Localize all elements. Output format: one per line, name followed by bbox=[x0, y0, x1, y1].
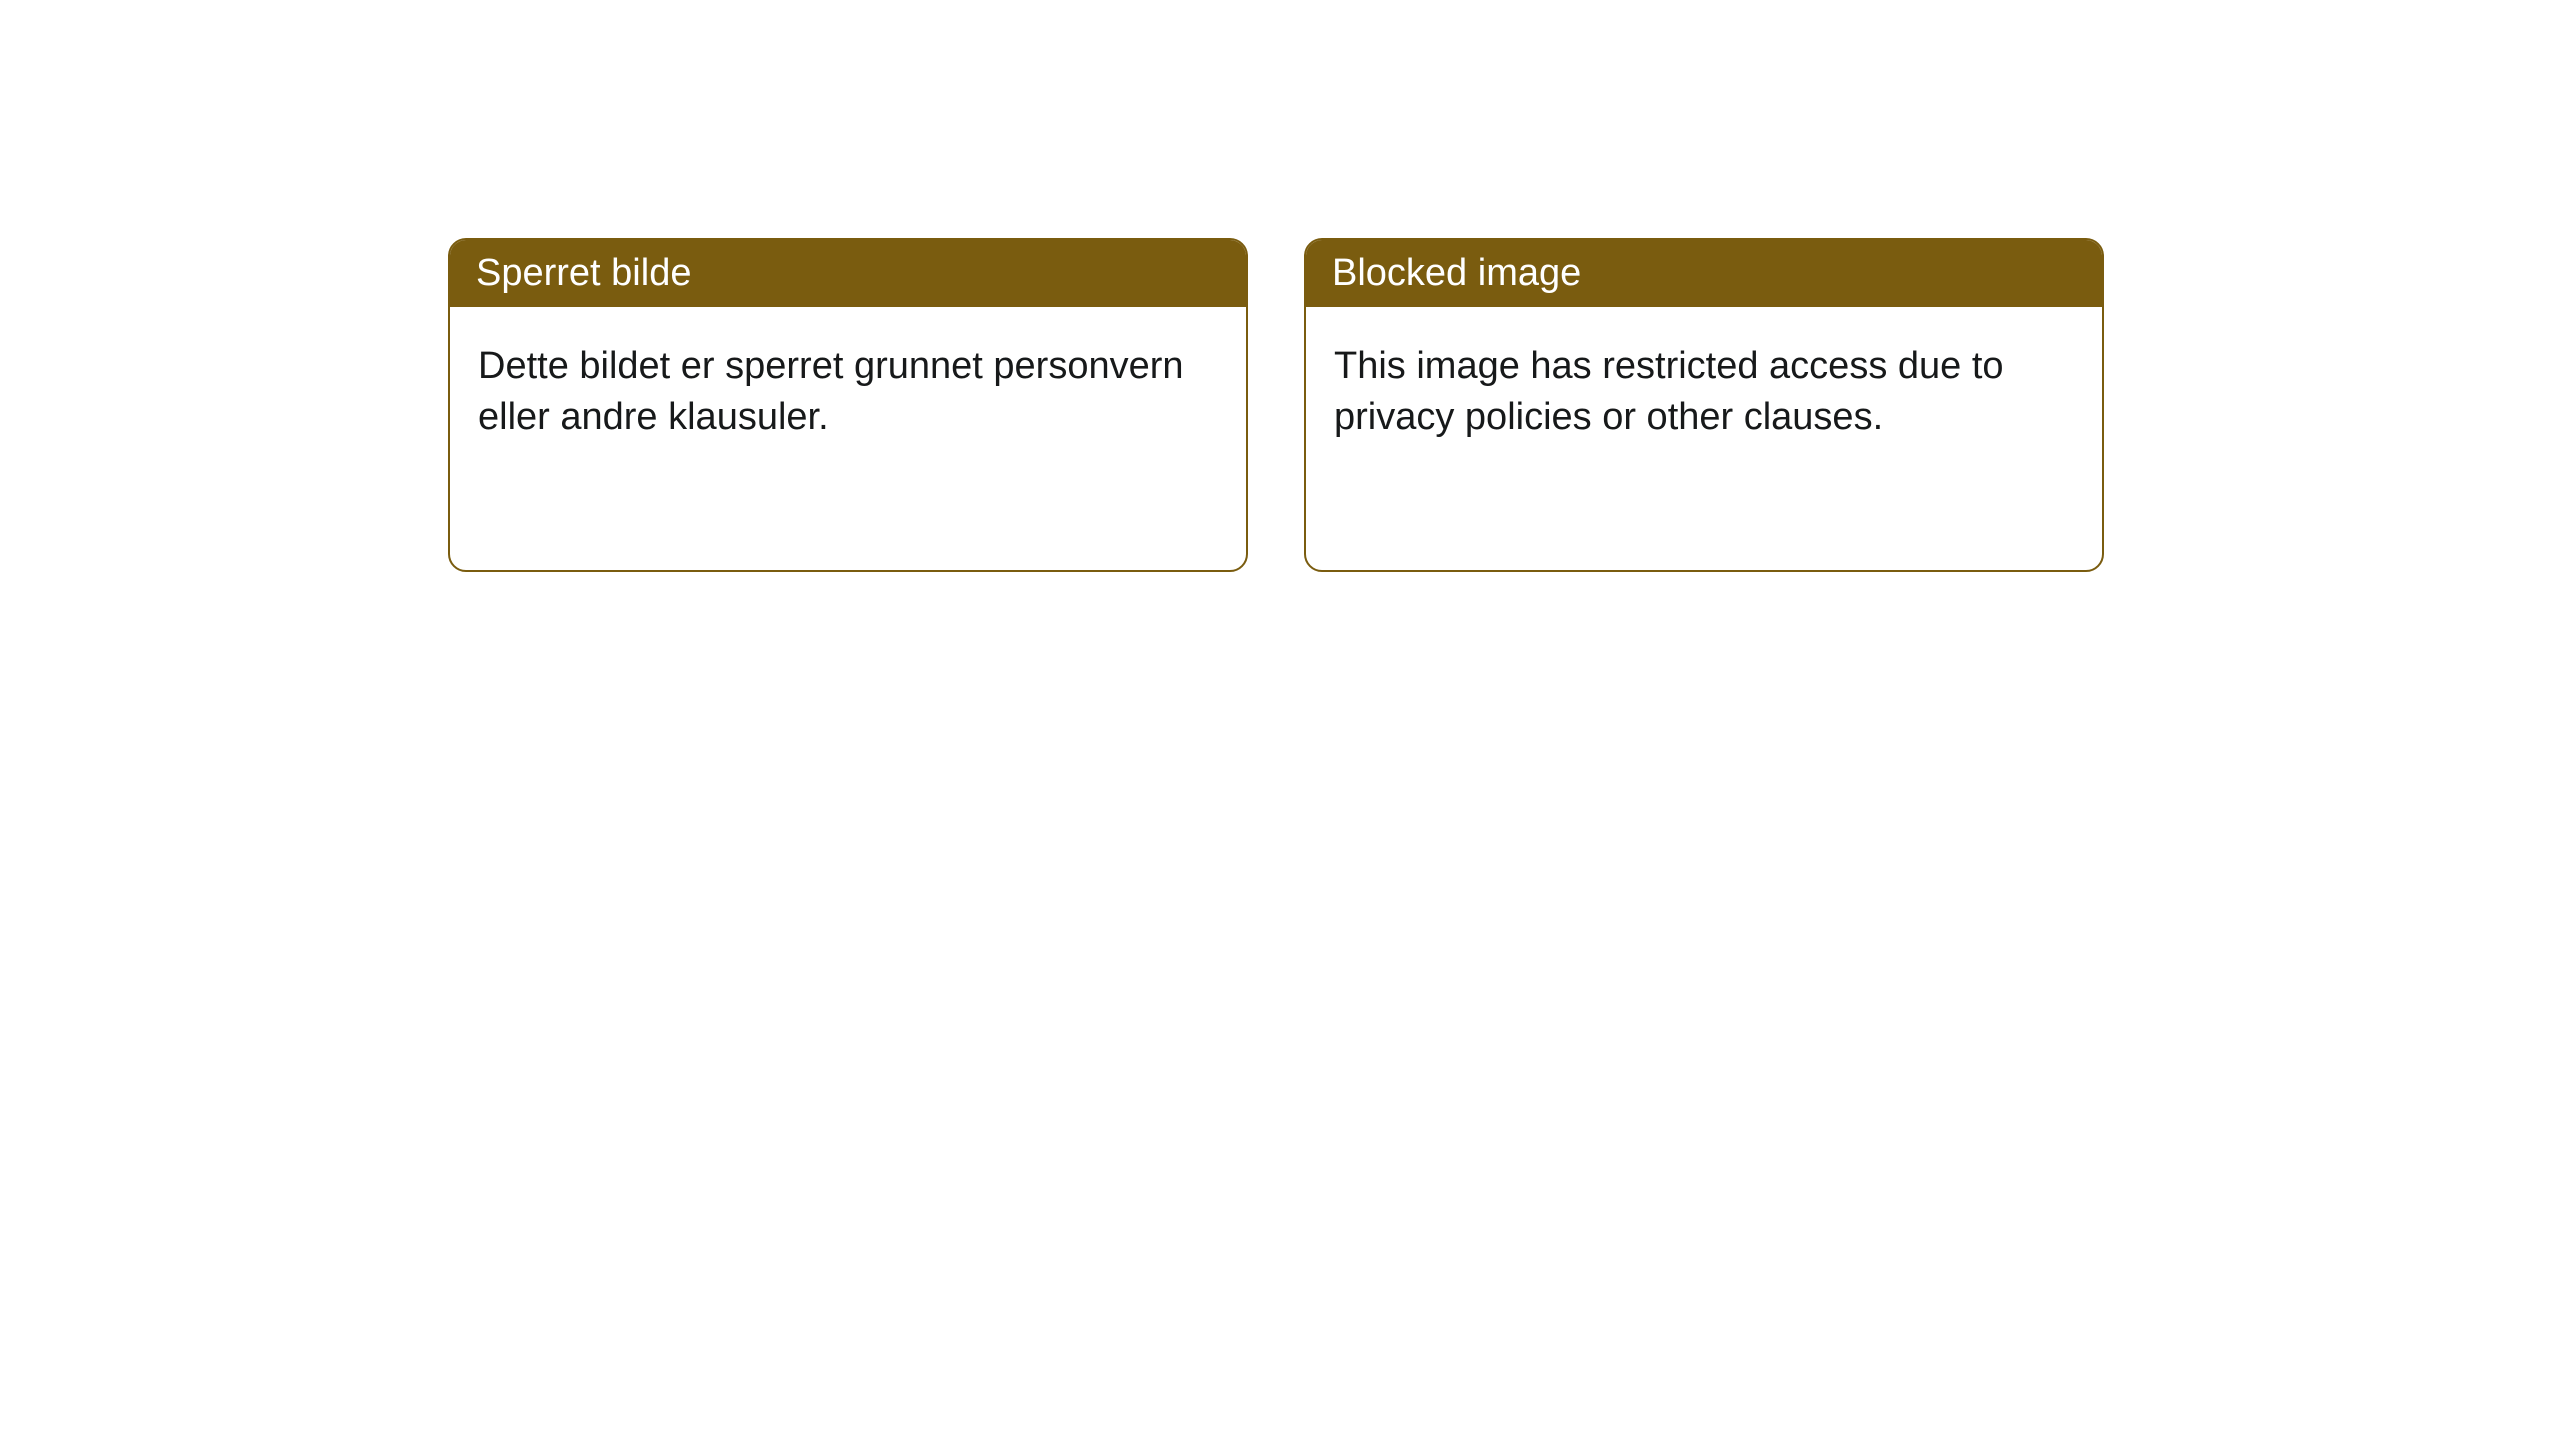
card-body: Dette bildet er sperret grunnet personve… bbox=[450, 307, 1246, 478]
notice-container: Sperret bilde Dette bildet er sperret gr… bbox=[0, 0, 2560, 572]
notice-card-english: Blocked image This image has restricted … bbox=[1304, 238, 2104, 572]
card-body: This image has restricted access due to … bbox=[1306, 307, 2102, 478]
card-header: Blocked image bbox=[1306, 240, 2102, 307]
notice-card-norwegian: Sperret bilde Dette bildet er sperret gr… bbox=[448, 238, 1248, 572]
card-title: Blocked image bbox=[1332, 252, 1581, 294]
card-message: This image has restricted access due to … bbox=[1334, 345, 2004, 438]
card-title: Sperret bilde bbox=[476, 252, 691, 294]
card-message: Dette bildet er sperret grunnet personve… bbox=[478, 345, 1184, 438]
card-header: Sperret bilde bbox=[450, 240, 1246, 307]
